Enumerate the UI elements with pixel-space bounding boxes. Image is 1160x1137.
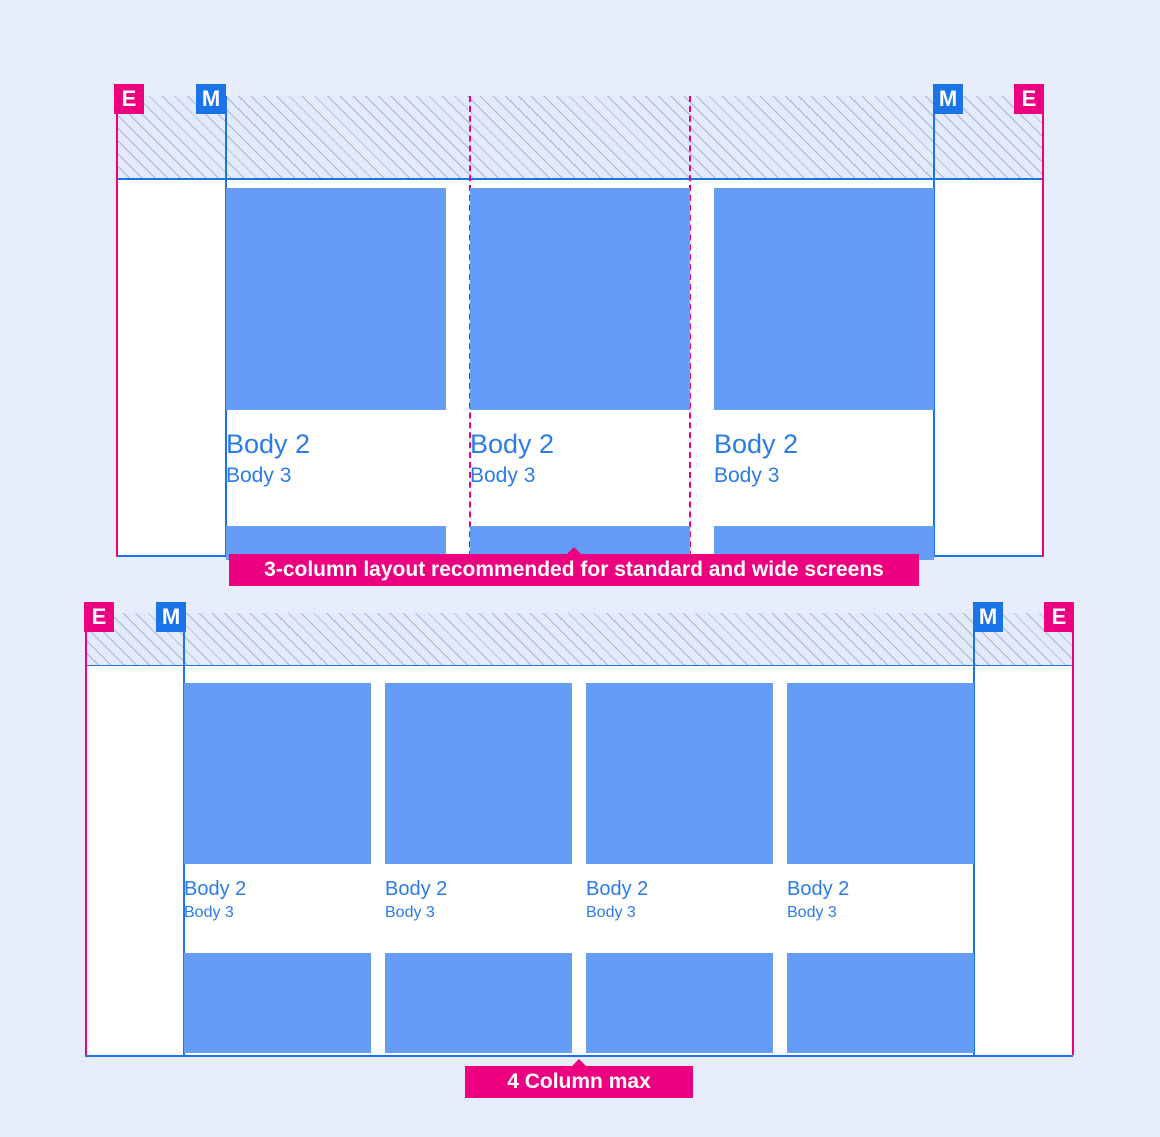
margin-marker-right: M <box>973 602 1003 632</box>
card-image-placeholder <box>385 683 572 864</box>
card-body2-label: Body 2 <box>470 429 555 459</box>
card-next-row-placeholder <box>385 953 572 1053</box>
bottom-margin-line-right <box>973 613 975 1055</box>
card-body2-label: Body 2 <box>787 878 850 900</box>
card-text-block: Body 2 Body 3 <box>470 428 554 489</box>
four-column-layout-diagram: Body 2 Body 3 Body 2 Body 3 Body 2 Body … <box>84 602 1075 1057</box>
card-image-placeholder <box>787 683 974 864</box>
card-text-block: Body 2 Body 3 <box>184 877 246 923</box>
edge-marker-right: E <box>1014 84 1044 114</box>
top-column-guide-2 <box>689 96 691 557</box>
edge-marker-right: E <box>1044 602 1074 632</box>
card-text-block: Body 2 Body 3 <box>226 428 310 489</box>
top-edge-line-right <box>1042 96 1044 557</box>
three-column-caption-label: 3-column layout recommended for standard… <box>264 558 884 581</box>
card-body3-label: Body 3 <box>714 464 780 487</box>
card-text-block: Body 2 Body 3 <box>385 877 447 923</box>
bottom-edge-line-left <box>85 613 87 1055</box>
card-text-block: Body 2 Body 3 <box>714 428 798 489</box>
card-text-block: Body 2 Body 3 <box>787 877 849 923</box>
margin-marker-left: M <box>196 84 226 114</box>
card-image-placeholder <box>184 683 371 864</box>
card-body3-label: Body 3 <box>470 464 536 487</box>
bottom-edge-line-right <box>1072 613 1074 1055</box>
three-column-caption-banner: 3-column layout recommended for standard… <box>229 547 919 586</box>
card-body3-label: Body 3 <box>787 904 837 921</box>
top-app-bar-hatch-region <box>116 96 1044 180</box>
card-image-placeholder <box>714 188 934 410</box>
card-next-row-placeholder <box>787 953 974 1053</box>
banner-pointer-icon <box>567 547 581 554</box>
card-body2-label: Body 2 <box>385 878 448 900</box>
four-column-caption-label: 4 Column max <box>507 1070 651 1093</box>
bottom-app-bar-hatch-region <box>85 613 1073 667</box>
card-body3-label: Body 3 <box>226 464 292 487</box>
card-next-row-placeholder <box>184 953 371 1053</box>
edge-marker-left: E <box>84 602 114 632</box>
margin-marker-right: M <box>933 84 963 114</box>
card-body3-label: Body 3 <box>385 904 435 921</box>
card-image-placeholder <box>470 188 690 410</box>
card-body3-label: Body 3 <box>184 904 234 921</box>
card-body2-label: Body 2 <box>586 878 649 900</box>
card-body2-label: Body 2 <box>184 878 247 900</box>
edge-marker-left: E <box>114 84 144 114</box>
three-column-layout-diagram: Body 2 Body 3 Body 2 Body 3 Body 2 Body … <box>114 84 1046 560</box>
four-column-caption-banner: 4 Column max <box>465 1059 693 1098</box>
card-body3-label: Body 3 <box>586 904 636 921</box>
banner-pointer-icon <box>572 1059 586 1066</box>
margin-marker-left: M <box>156 602 186 632</box>
top-margin-line-right <box>933 96 935 557</box>
card-next-row-placeholder <box>586 953 773 1053</box>
card-image-placeholder <box>226 188 446 410</box>
card-image-placeholder <box>586 683 773 864</box>
card-text-block: Body 2 Body 3 <box>586 877 648 923</box>
card-body2-label: Body 2 <box>714 429 799 459</box>
card-body2-label: Body 2 <box>226 429 311 459</box>
top-edge-line-left <box>116 96 118 557</box>
